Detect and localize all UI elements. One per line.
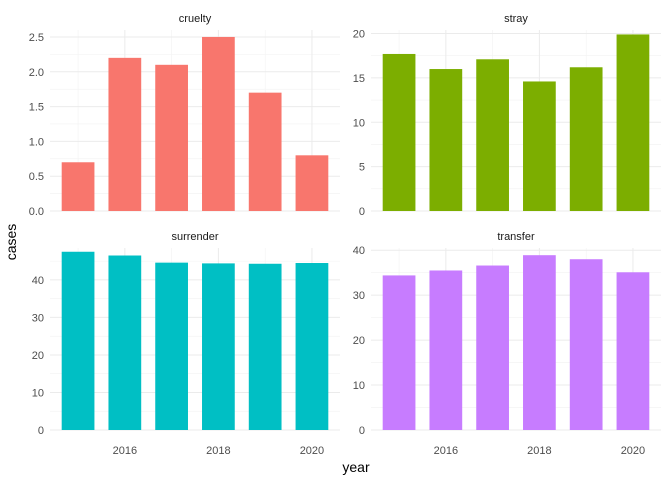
y-axis-title: cases [3,224,19,261]
bar-transfer-2015 [382,275,416,430]
y-tick-label: 40 [353,245,365,257]
y-tick-label: 0 [359,206,365,218]
facet-label-cruelty: cruelty [179,13,212,25]
bar-cruelty-2017 [155,64,188,211]
y-tick-label: 20 [32,350,44,362]
y-tick-label: 20 [353,29,365,41]
bar-transfer-2018 [523,255,556,430]
bar-stray-2020 [616,34,650,211]
y-tick-label: 30 [353,290,365,302]
y-tick-label: 15 [353,73,365,85]
y-tick-label: 10 [353,380,365,392]
bar-transfer-2020 [616,272,650,430]
bar-stray-2019 [569,67,603,211]
bar-cruelty-2018 [202,36,235,211]
y-tick-label: 0.5 [29,171,44,183]
y-tick-label: 10 [32,387,44,399]
bar-surrender-2018 [202,263,235,430]
y-tick-label: 1.0 [29,136,44,148]
bar-stray-2016 [429,69,463,211]
x-tick-label: 2018 [206,445,230,457]
x-axis-title: year [342,459,370,475]
y-tick-label: 40 [32,275,44,287]
bar-cruelty-2020 [295,155,329,211]
y-tick-label: 30 [32,312,44,324]
bar-stray-2017 [476,59,509,211]
bar-surrender-2015 [61,251,95,430]
y-tick-label: 0.0 [29,206,44,218]
y-tick-label: 2.5 [29,32,44,44]
bar-transfer-2017 [476,265,509,430]
y-tick-label: 0 [38,425,44,437]
y-tick-label: 5 [359,162,365,174]
bar-surrender-2019 [248,263,282,430]
bar-transfer-2016 [429,270,463,430]
x-tick-label: 2016 [434,445,458,457]
bar-stray-2015 [382,53,416,211]
bar-transfer-2019 [569,259,603,430]
y-tick-label: 2.0 [29,67,44,79]
facet-label-transfer: transfer [497,231,535,243]
y-tick-label: 1.5 [29,102,44,114]
facet-label-stray: stray [504,13,528,25]
x-tick-label: 2018 [527,445,551,457]
facet-label-surrender: surrender [171,231,218,243]
x-tick-label: 2016 [113,445,137,457]
bar-surrender-2017 [155,262,188,430]
bar-cruelty-2019 [248,92,282,211]
bar-cruelty-2016 [108,57,142,211]
bar-cruelty-2015 [61,162,95,211]
x-tick-label: 2020 [300,445,324,457]
y-tick-label: 10 [353,117,365,129]
bar-surrender-2016 [108,255,142,430]
bar-surrender-2020 [295,263,329,430]
bar-stray-2018 [523,81,556,211]
y-tick-label: 0 [359,425,365,437]
x-tick-label: 2020 [621,445,645,457]
y-tick-label: 20 [353,335,365,347]
